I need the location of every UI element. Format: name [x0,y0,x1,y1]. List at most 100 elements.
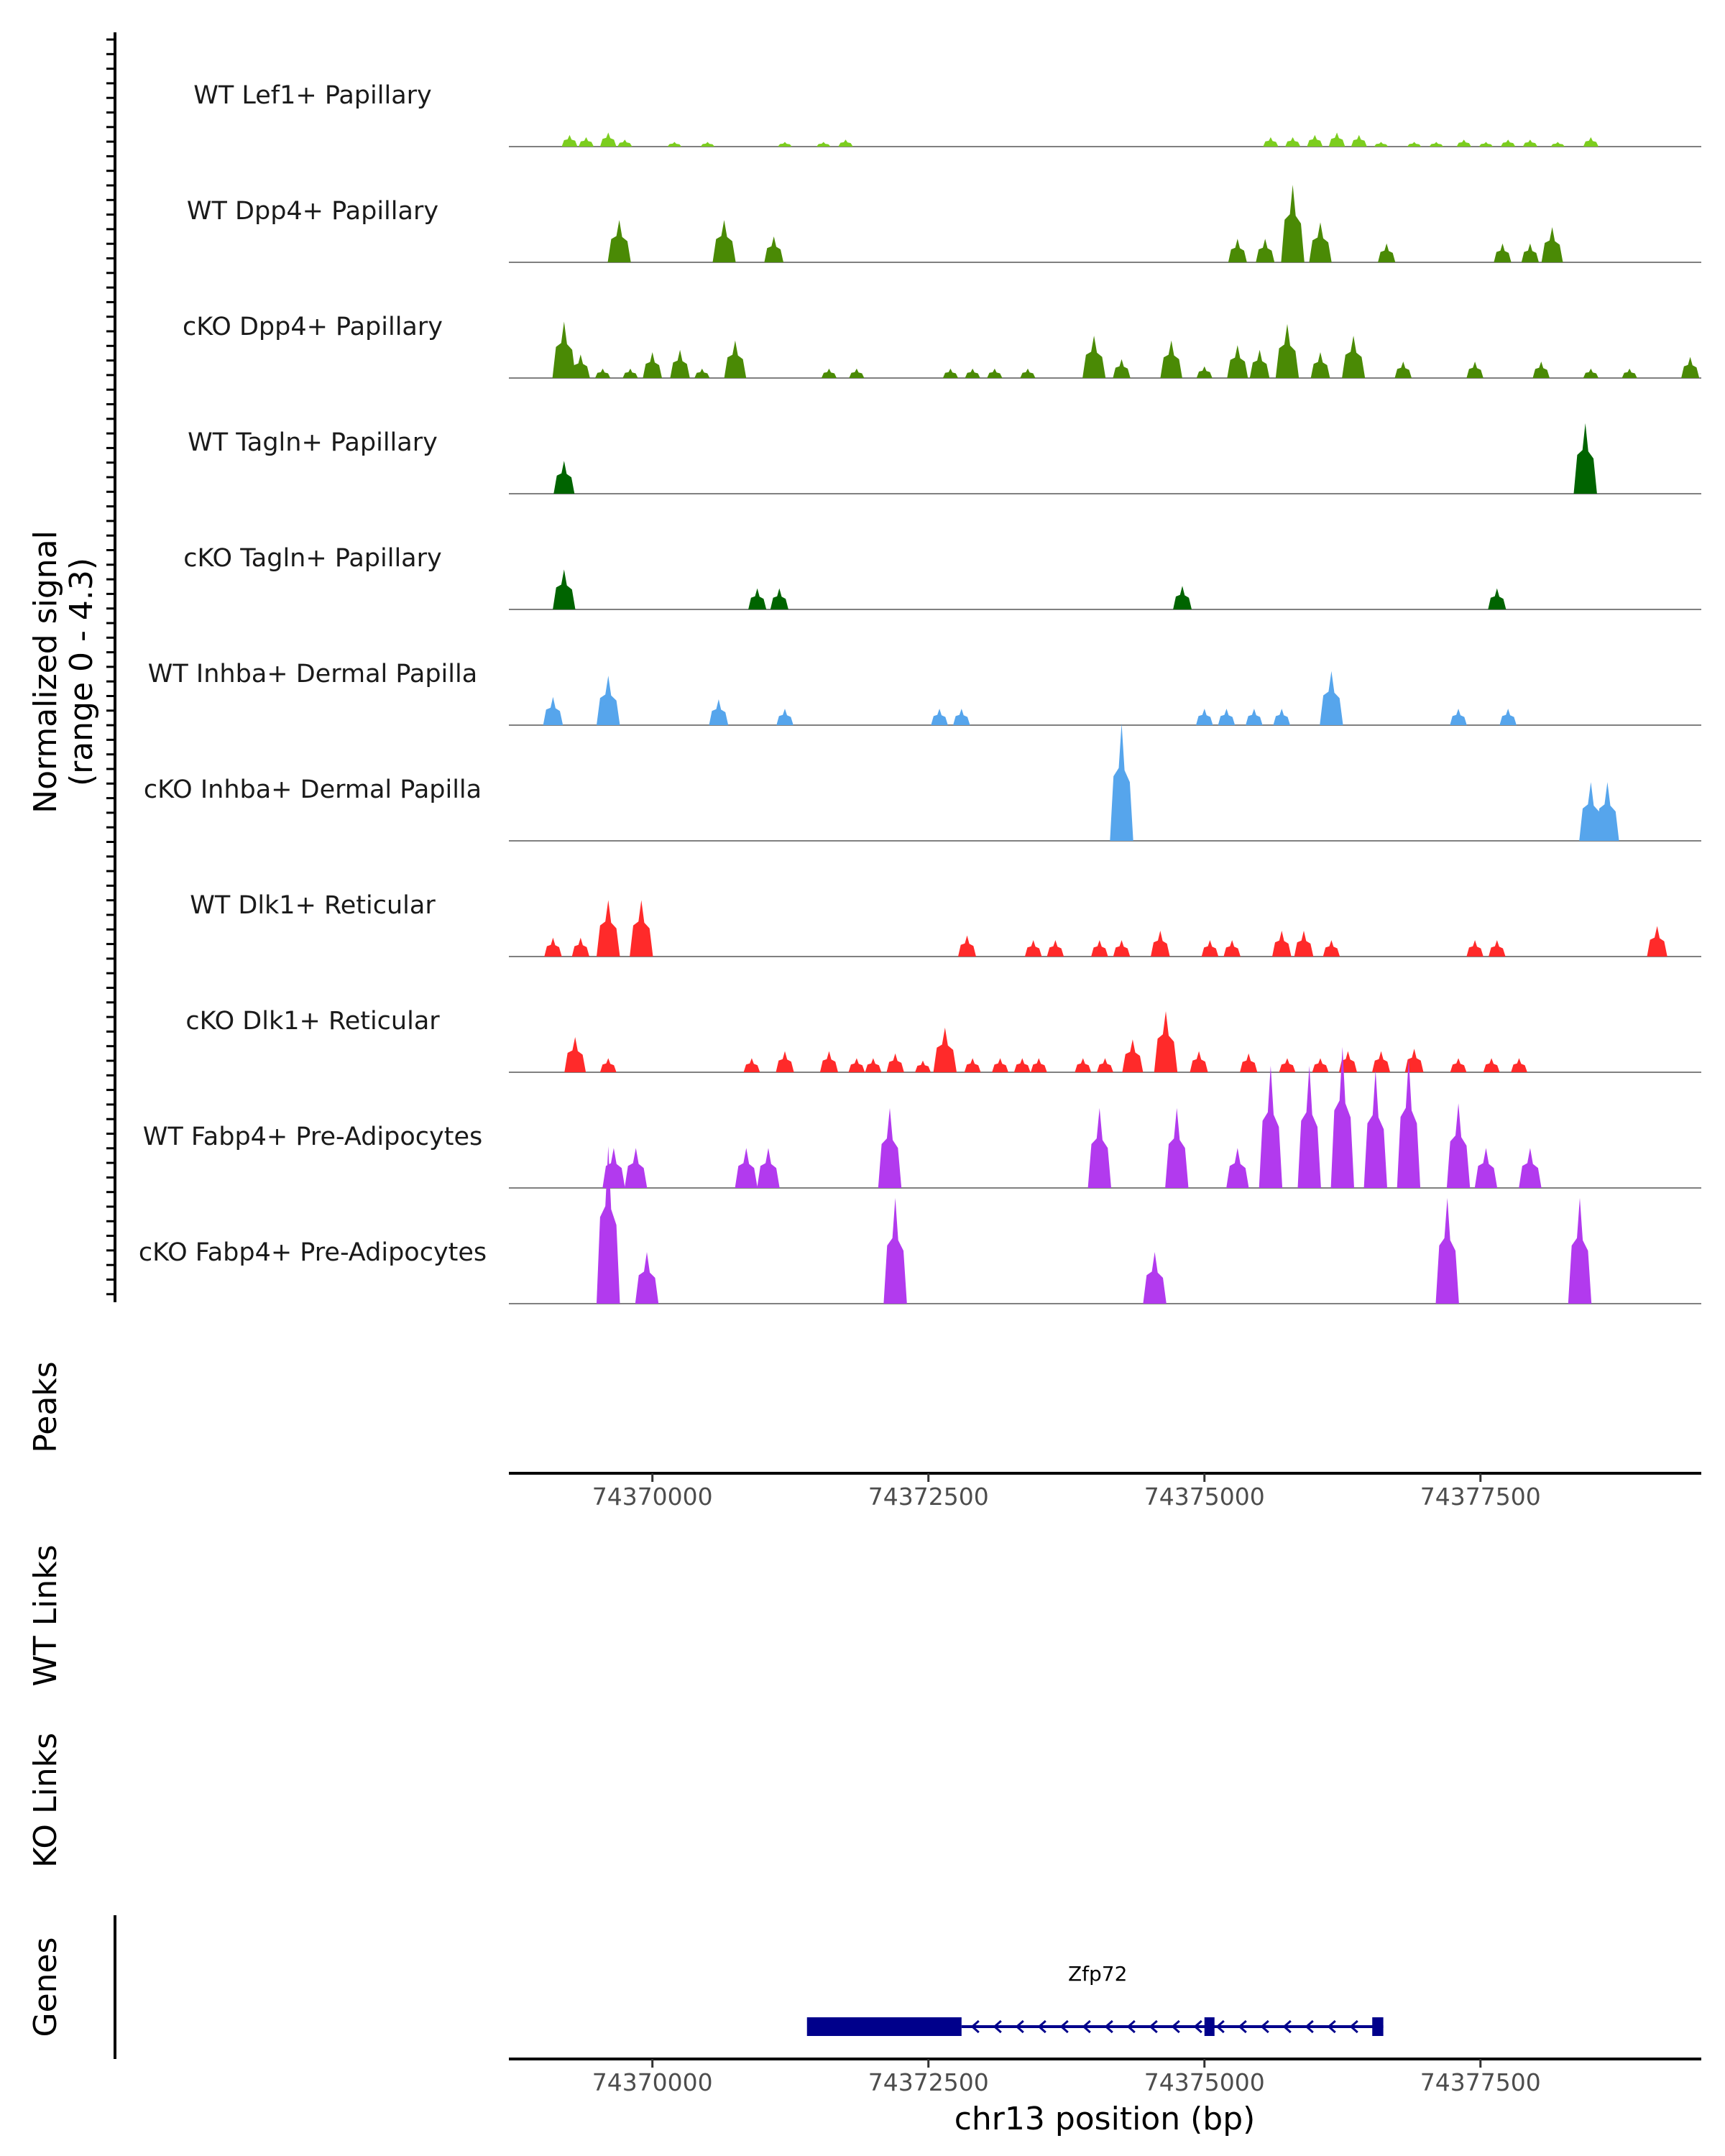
signal-peak [1046,940,1064,957]
track-label: WT Dpp4+ Papillary [187,197,438,226]
track-6 [509,723,1701,842]
signal-peak [1541,227,1563,262]
signal-peak [571,937,589,957]
signal-peak [597,1146,620,1304]
signal-peak [1446,1103,1471,1188]
signal-peak [987,368,1003,378]
gene-name-label: Zfp72 [1068,1962,1127,1986]
signal-peak [1275,323,1300,378]
signal-peak [958,935,976,957]
strand-arrow [1260,2019,1269,2034]
signal-peak [1374,142,1389,147]
signal-peak [1466,940,1484,957]
signal-peak [1272,931,1292,957]
signal-peak [724,340,747,378]
track-4 [509,569,1701,610]
signal-peak [1494,243,1512,262]
signal-peak [1456,139,1471,147]
signal-peak [1499,709,1517,725]
signal-peak [933,1027,957,1072]
signal-peak [776,1051,794,1072]
signal-peak [1226,1148,1249,1188]
signal-peak [816,142,831,147]
signal-peak [1087,1107,1111,1188]
signal-peak [1173,586,1192,609]
signal-peak [748,588,767,609]
signal-peak [764,236,783,262]
signal-peak [700,142,715,147]
strand-arrow [1282,2019,1292,2034]
signal-peak [599,1058,617,1072]
signal-peak [1310,352,1330,378]
signal-peak [1501,139,1516,147]
signal-peak [1573,423,1597,494]
peaks-panel-title: Peaks [27,1361,64,1452]
signal-peak [821,368,837,378]
signal-peak [1478,142,1494,147]
track-label: cKO Dpp4+ Papillary [183,313,443,341]
signal-peak [625,1148,648,1188]
track-8 [509,1011,1701,1073]
track-label: WT Tagln+ Papillary [188,428,438,457]
signal-peak [849,368,865,378]
signal-peak [1397,1059,1421,1188]
signal-peak [1320,671,1343,725]
signal-peak [848,1058,865,1072]
signal-peak [1466,361,1484,378]
signal-peak [1165,1107,1189,1188]
signal-peak [1328,132,1346,147]
signal-peak [1223,940,1241,957]
track-label: cKO Dlk1+ Reticular [185,1007,440,1036]
signal-peak [778,142,792,147]
y-axis-title: Normalized signal [27,530,64,814]
x-tick-label: 74377500 [1420,2068,1541,2096]
signal-peak [915,1060,931,1072]
signal-peak [1521,243,1539,262]
track-7 [509,900,1701,957]
signal-peak [1429,142,1444,147]
track-label: WT Lef1+ Papillary [193,81,432,110]
signal-peak [561,134,578,147]
signal-peak [1110,723,1133,841]
signal-peak [1024,940,1042,957]
signal-peak [543,696,564,725]
signal-peak [1249,349,1270,378]
signal-peak [1143,1252,1167,1304]
x-tick-label: 74375000 [1144,2068,1265,2096]
signal-peak [597,900,620,957]
gene-exon [1372,2017,1384,2036]
signal-peak [571,354,590,378]
signal-peak [1596,782,1619,841]
signal-peak [622,368,638,378]
signal-peak [1113,359,1131,378]
strand-arrow [970,2019,980,2034]
signal-peak [865,1058,882,1072]
signal-peak [1488,588,1506,609]
signal-peak [712,220,736,262]
signal-peak [694,368,710,378]
track-label: cKO Fabp4+ Pre-Adipocytes [139,1238,487,1267]
signal-peak [1190,1051,1208,1072]
signal-peak [1312,1058,1329,1072]
strand-arrow [993,2019,1002,2034]
strand-arrow [1104,2019,1113,2034]
signal-peak [617,139,632,147]
signal-peak [819,1051,838,1072]
y-axis-title-range: (range 0 - 4.3) [63,558,100,786]
strand-arrow [1238,2019,1247,2034]
strand-arrow [1015,2019,1024,2034]
signal-peak [1363,1070,1387,1188]
signal-peak [1519,1148,1542,1188]
x-tick-label: 74372500 [868,1483,989,1511]
strand-arrow [1215,2019,1225,2034]
x-tick-label: 74377500 [1420,1483,1541,1511]
strand-arrow [1059,2019,1069,2034]
signal-peak [1013,1058,1031,1072]
signal-peak [1404,1049,1424,1072]
track-9 [509,1046,1701,1189]
strand-arrow [1193,2019,1202,2034]
signal-peak [1285,137,1301,147]
signal-peak [579,137,594,147]
signal-peak [1259,1066,1283,1188]
x-tick-label: 74370000 [592,2068,713,2096]
